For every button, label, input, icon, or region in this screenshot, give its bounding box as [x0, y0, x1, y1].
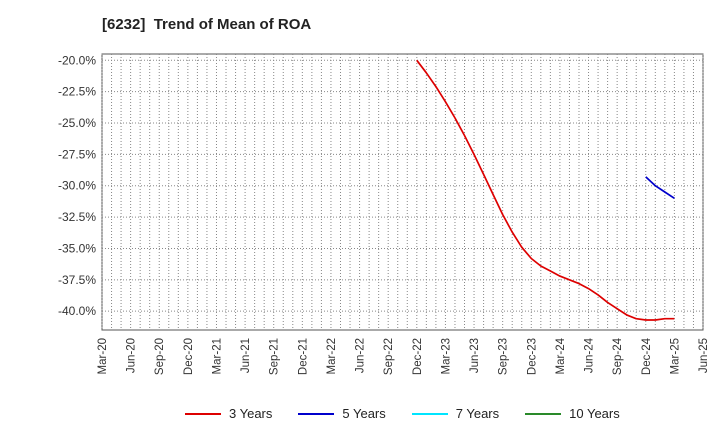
legend-item: 7 Years	[411, 406, 500, 421]
legend-swatch	[185, 412, 221, 415]
series-lines	[416, 59, 675, 321]
x-tick-label: Sep-20	[154, 338, 166, 375]
series-line-5-years	[645, 176, 675, 200]
y-tick-label: -22.5%	[58, 85, 96, 99]
chart-title: [6232] Trend of Mean of ROA	[102, 16, 312, 33]
legend-label: 5 Years	[342, 406, 386, 421]
y-axis: -20.0% -22.5% -25.0% -27.5% -30.0% -32.5% -35.…	[58, 53, 96, 318]
y-tick-label: -30.0%	[58, 179, 96, 193]
x-tick-label: Jun-22	[355, 338, 367, 373]
x-tick-label: Jun-24	[584, 337, 596, 373]
legend: 3 Years 5 Years 7 Years 10 Years	[185, 406, 646, 421]
x-tick-label: Sep-22	[383, 338, 395, 375]
x-tick-label: Mar-23	[440, 338, 452, 374]
y-tick-label: -32.5%	[58, 210, 96, 224]
x-tick-label: Mar-22	[326, 338, 338, 374]
legend-swatch	[411, 412, 448, 415]
legend-swatch	[525, 412, 562, 415]
grid-lines	[101, 54, 704, 330]
x-tick-label: Jun-25	[698, 338, 710, 373]
y-tick-label: -25.0%	[58, 116, 96, 130]
x-tick-label: Dec-22	[412, 338, 424, 375]
x-tick-label: Mar-21	[211, 338, 223, 374]
x-tick-label: Mar-24	[555, 337, 567, 374]
legend-item: 3 Years	[185, 406, 272, 421]
legend-item: 5 Years	[298, 406, 386, 421]
y-tick-label: -27.5%	[58, 147, 96, 161]
legend-label: 10 Years	[569, 406, 620, 421]
x-tick-label: Jun-23	[469, 338, 481, 373]
x-tick-label: Dec-20	[183, 338, 195, 375]
x-tick-label: Dec-21	[297, 338, 309, 375]
x-tick-label: Sep-21	[269, 338, 281, 375]
y-tick-label: -35.0%	[58, 241, 96, 255]
x-tick-label: Dec-23	[526, 338, 538, 375]
x-tick-label: Sep-23	[498, 338, 510, 375]
x-tick-label: Mar-20	[97, 338, 109, 374]
x-tick-label: Mar-25	[669, 338, 681, 374]
y-tick-label: -20.0%	[58, 53, 96, 67]
plot-area	[101, 53, 704, 331]
y-tick-label: -40.0%	[58, 304, 96, 318]
series-line-3-years	[416, 59, 675, 321]
x-axis: Mar-20 Jun-20 Sep-20 Dec-20 Mar-21 Jun-21 Sep-…	[97, 337, 710, 375]
x-tick-label: Dec-24	[641, 337, 653, 375]
legend-item: 10 Years	[525, 406, 620, 421]
legend-label: 3 Years	[229, 406, 273, 421]
legend-label: 7 Years	[455, 406, 500, 421]
legend-swatch	[298, 412, 335, 415]
y-tick-label: -37.5%	[58, 273, 96, 287]
x-tick-label: Sep-24	[612, 337, 624, 375]
x-tick-label: Jun-21	[240, 338, 252, 373]
x-tick-label: Jun-20	[126, 338, 138, 373]
